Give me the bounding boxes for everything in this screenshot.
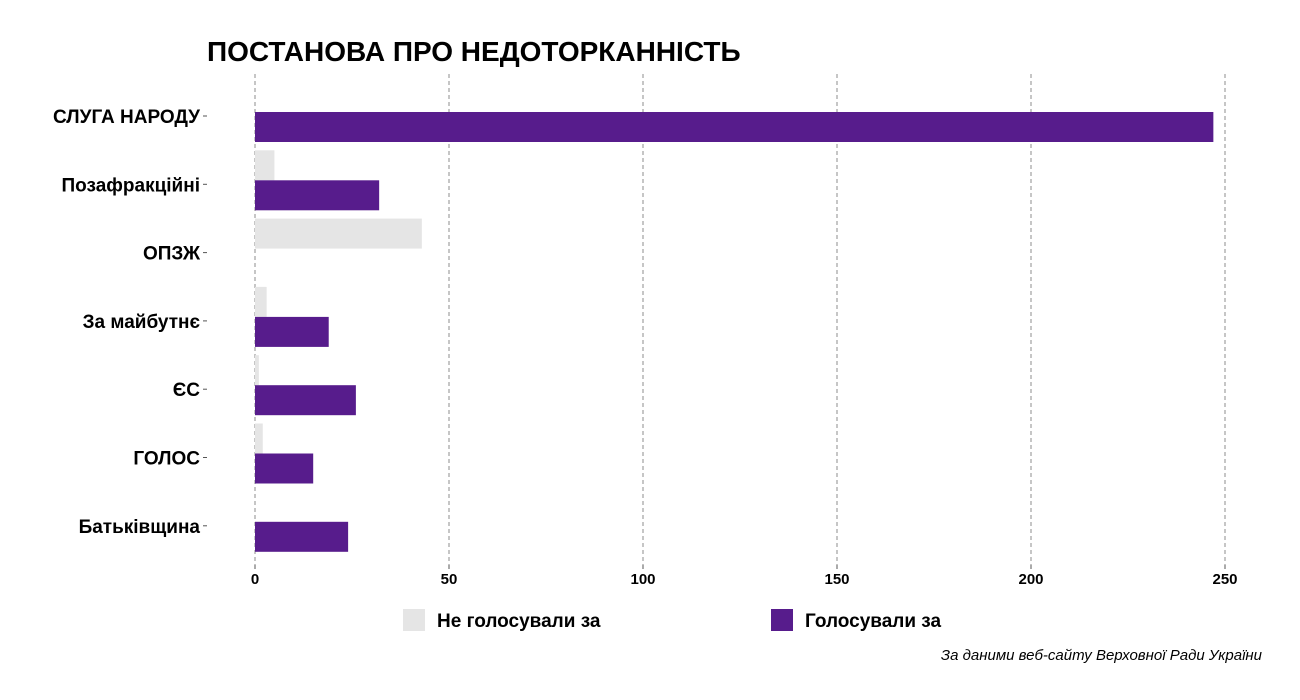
x-tick-label: 50 bbox=[441, 571, 458, 588]
category-label: Позафракційні bbox=[62, 175, 200, 196]
x-tick-label: 150 bbox=[824, 571, 849, 588]
category-label: ЄС bbox=[173, 380, 201, 401]
bar-voted-1 bbox=[255, 180, 380, 211]
legend-label: Голосували за bbox=[805, 611, 941, 632]
bar-not-voted-2 bbox=[255, 218, 422, 249]
category-axis: СЛУГА НАРОДУ Позафракційні ОПЗЖ За майбутнє… bbox=[53, 107, 207, 538]
chart-title: ПОСТАНОВА ПРО НЕДОТОРКАННІСТЬ bbox=[207, 36, 741, 67]
source-caption: За даними веб-сайту Верховної Ради Украї… bbox=[941, 647, 1263, 664]
category-label: Батьківщина bbox=[79, 517, 201, 538]
x-tick-label: 100 bbox=[630, 571, 655, 588]
x-tick-label: 250 bbox=[1212, 571, 1237, 588]
bar-voted-4 bbox=[255, 385, 356, 416]
bar-not-voted-3 bbox=[255, 286, 267, 317]
legend-swatch-not-voted bbox=[403, 609, 425, 631]
bars bbox=[255, 112, 1214, 552]
bar-voted-5 bbox=[255, 453, 314, 484]
bar-voted-6 bbox=[255, 521, 349, 552]
x-tick-label: 200 bbox=[1018, 571, 1043, 588]
category-label: ГОЛОС bbox=[133, 449, 200, 470]
value-axis: 0 50 100 150 200 250 bbox=[251, 565, 1238, 588]
category-label: СЛУГА НАРОДУ bbox=[53, 107, 200, 128]
bar-voted-0 bbox=[255, 112, 1214, 142]
bar-voted-3 bbox=[255, 316, 329, 347]
category-label: За майбутнє bbox=[83, 312, 201, 333]
legend-swatch-voted bbox=[771, 609, 793, 631]
x-tick-label: 0 bbox=[251, 571, 259, 588]
grid-lines bbox=[254, 74, 1226, 565]
category-label: ОПЗЖ bbox=[143, 244, 201, 265]
bar-not-voted-4 bbox=[255, 355, 259, 386]
legend-label: Не голосували за bbox=[437, 611, 601, 632]
bar-not-voted-5 bbox=[255, 423, 263, 454]
bar-not-voted-1 bbox=[255, 150, 275, 181]
legend: Не голосували за Голосували за bbox=[403, 609, 941, 632]
